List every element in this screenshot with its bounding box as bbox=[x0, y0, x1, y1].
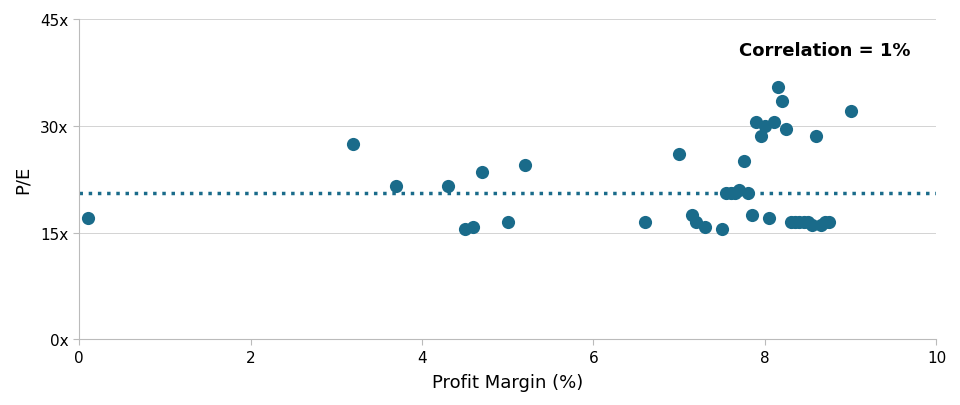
Point bbox=[500, 219, 516, 226]
Point bbox=[796, 219, 811, 226]
Point bbox=[766, 119, 781, 126]
Point bbox=[843, 109, 858, 115]
Point bbox=[779, 127, 794, 133]
Point bbox=[517, 162, 533, 169]
Point bbox=[817, 219, 832, 226]
Point bbox=[637, 219, 653, 226]
Text: Correlation = 1%: Correlation = 1% bbox=[739, 42, 911, 60]
Point bbox=[813, 223, 828, 229]
Point bbox=[346, 141, 361, 147]
Point bbox=[732, 187, 747, 194]
Point bbox=[684, 212, 700, 218]
Point bbox=[389, 183, 404, 190]
Point bbox=[740, 191, 756, 197]
Point bbox=[804, 223, 820, 229]
Point bbox=[744, 212, 759, 218]
Point bbox=[723, 191, 738, 197]
Point bbox=[440, 183, 455, 190]
Point bbox=[697, 224, 712, 230]
Point bbox=[792, 219, 807, 226]
Point bbox=[801, 219, 816, 226]
Point bbox=[749, 119, 764, 126]
Point bbox=[474, 169, 490, 176]
Point bbox=[672, 151, 687, 158]
Point bbox=[761, 215, 777, 222]
Point bbox=[775, 98, 790, 105]
Point bbox=[457, 226, 472, 232]
Y-axis label: P/E: P/E bbox=[13, 166, 32, 194]
Point bbox=[753, 134, 768, 140]
Point bbox=[822, 219, 837, 226]
Point bbox=[736, 159, 752, 165]
X-axis label: Profit Margin (%): Profit Margin (%) bbox=[432, 373, 584, 391]
Point bbox=[719, 191, 734, 197]
Point bbox=[787, 219, 803, 226]
Point bbox=[728, 191, 743, 197]
Point bbox=[808, 134, 824, 140]
Point bbox=[80, 215, 95, 222]
Point bbox=[783, 219, 799, 226]
Point bbox=[688, 219, 704, 226]
Point bbox=[466, 224, 481, 230]
Point bbox=[757, 123, 773, 130]
Point bbox=[714, 226, 730, 232]
Point bbox=[770, 84, 785, 91]
